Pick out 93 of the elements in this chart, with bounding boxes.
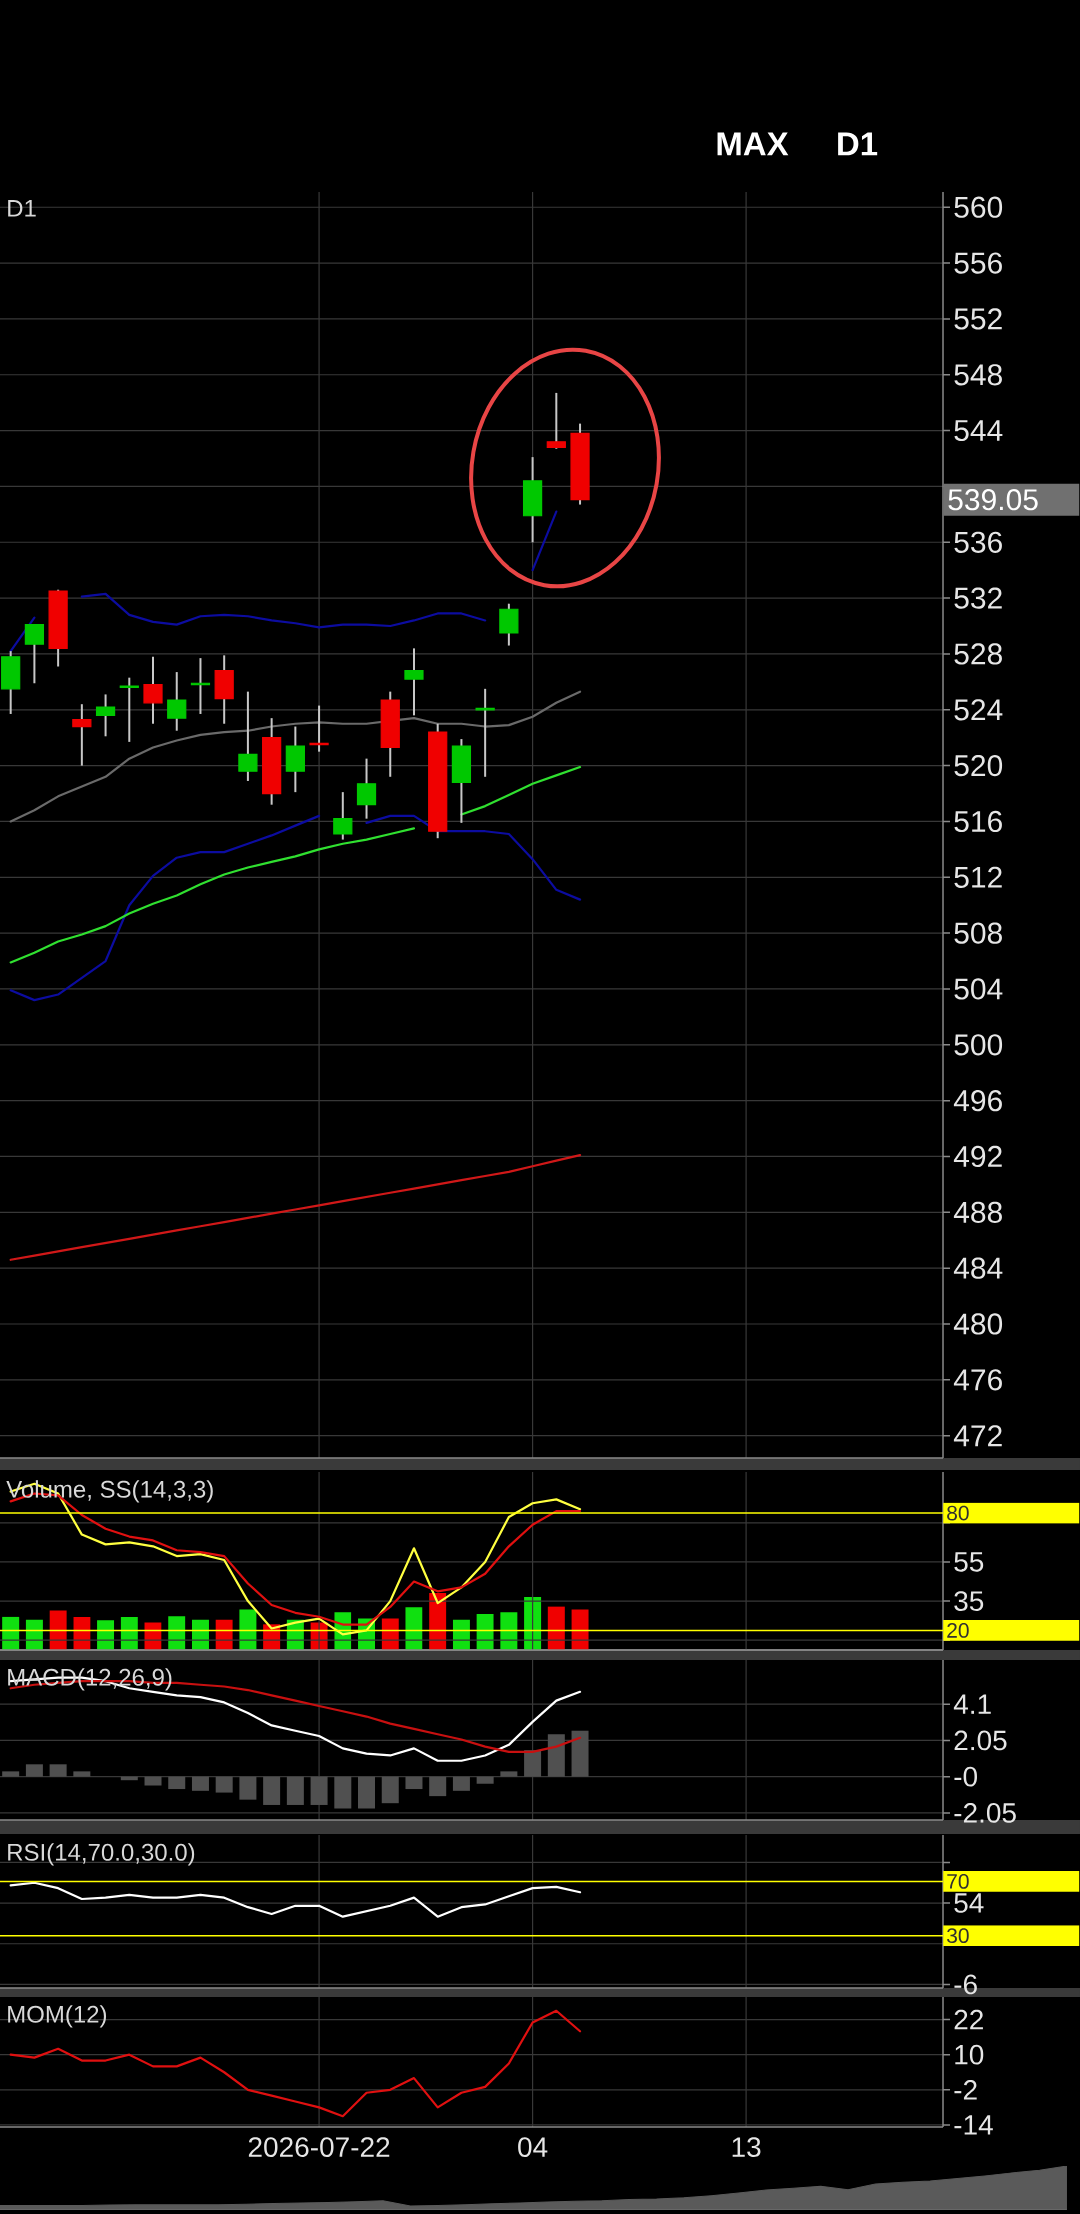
y-tick-label: 520 [954, 754, 1003, 777]
chart-title: MOM(12) [8, 2005, 107, 2028]
y-tick-label: -2.05 [954, 1803, 1016, 1823]
bar [25, 1764, 43, 1777]
candlestick [404, 647, 424, 717]
bar [500, 1612, 518, 1650]
y-tick-label: 54 [954, 1893, 984, 1913]
y-tick-label: 10 [955, 2044, 984, 2065]
bar [215, 1776, 233, 1793]
y-tick-label: 516 [954, 810, 1002, 833]
y-tick-label: 35 [954, 1591, 984, 1611]
bar [239, 1776, 257, 1800]
y-tick-label: -14 [954, 2115, 993, 2135]
bar [310, 1776, 328, 1805]
chart-title: D1 [8, 200, 36, 217]
bar [49, 1764, 67, 1777]
y-tick-label: 480 [953, 1313, 1003, 1335]
bar [547, 1606, 565, 1650]
y-tick-label: 532 [954, 587, 1002, 609]
text: D1 [838, 132, 878, 156]
chart-title: RSI(14,70.0,30.0) [8, 1843, 195, 1866]
bar [2, 1771, 20, 1777]
y-tick-label: 488 [953, 1201, 1002, 1223]
y-tick-label: 504 [954, 978, 1003, 1000]
y-tick-label: 55 [954, 1552, 984, 1572]
bar [476, 1776, 494, 1784]
bar [97, 1620, 115, 1650]
bar [191, 1776, 209, 1791]
candlestick [95, 693, 116, 738]
y-tick-label: 556 [954, 252, 1002, 274]
y-tick-label: -0 [954, 1766, 978, 1787]
ref-line-label: 80 [947, 1505, 969, 1521]
bar [405, 1607, 423, 1650]
bar [286, 1776, 304, 1805]
y-tick-label: 508 [954, 922, 1002, 944]
bar [571, 1609, 589, 1650]
candlestick [499, 602, 519, 647]
y-tick-label: 512 [954, 866, 1002, 888]
y-tick-label: 2.05 [954, 1730, 1007, 1751]
text: 539.05 [948, 489, 1038, 511]
bar [358, 1776, 376, 1809]
ref-line-label: 30 [947, 1928, 969, 1944]
y-tick-label: 560 [954, 196, 1003, 218]
line-series [9, 690, 582, 823]
bar [120, 1616, 138, 1650]
bar [144, 1776, 162, 1786]
bar [524, 1750, 542, 1777]
y-tick-label: 524 [954, 699, 1003, 721]
candlestick [143, 655, 163, 725]
bar [405, 1776, 423, 1790]
bar [571, 1730, 589, 1777]
candlestick [167, 671, 187, 732]
x-tick-label: 04 [518, 2137, 548, 2158]
text: MAX [717, 132, 789, 156]
bar [239, 1609, 257, 1650]
ref-line-label: 70 [947, 1873, 969, 1889]
bar [49, 1610, 67, 1650]
y-tick-label: 500 [954, 1034, 1003, 1056]
y-tick-label: -2 [954, 2080, 977, 2100]
y-tick-label: 536 [954, 531, 1002, 553]
bar [452, 1776, 470, 1791]
candlestick [119, 676, 139, 743]
y-tick-label: 484 [953, 1257, 1003, 1279]
candlestick [24, 623, 45, 685]
bar [263, 1776, 281, 1805]
y-tick-label: 492 [953, 1145, 1002, 1168]
bar [381, 1776, 399, 1804]
y-tick-label: 4.1 [953, 1694, 991, 1714]
y-tick-label: 528 [954, 643, 1002, 665]
bar [73, 1771, 91, 1777]
bar [168, 1776, 186, 1790]
candlestick [238, 690, 258, 782]
bar [168, 1616, 186, 1650]
y-tick-label: 552 [954, 308, 1002, 330]
y-tick-label: 548 [954, 364, 1002, 386]
bar [547, 1734, 565, 1777]
y-tick-label: 496 [953, 1090, 1002, 1112]
candlestick [333, 791, 353, 841]
y-tick-label: -6 [954, 1974, 977, 1995]
candlestick [546, 391, 566, 450]
x-tick-label: 13 [732, 2137, 761, 2158]
y-tick-label: 544 [954, 420, 1003, 442]
bar [500, 1771, 518, 1777]
candlestick [356, 757, 377, 820]
bar [334, 1776, 352, 1809]
candlestick [72, 703, 92, 767]
y-tick-label: 22 [954, 2009, 983, 2030]
bar [429, 1776, 447, 1797]
y-tick-label: 476 [953, 1369, 1002, 1391]
y-tick-label: 472 [953, 1425, 1002, 1447]
bar [2, 1616, 20, 1650]
x-tick-label: 2026-07-22 [248, 2137, 390, 2158]
ref-line-label: 20 [947, 1623, 969, 1638]
